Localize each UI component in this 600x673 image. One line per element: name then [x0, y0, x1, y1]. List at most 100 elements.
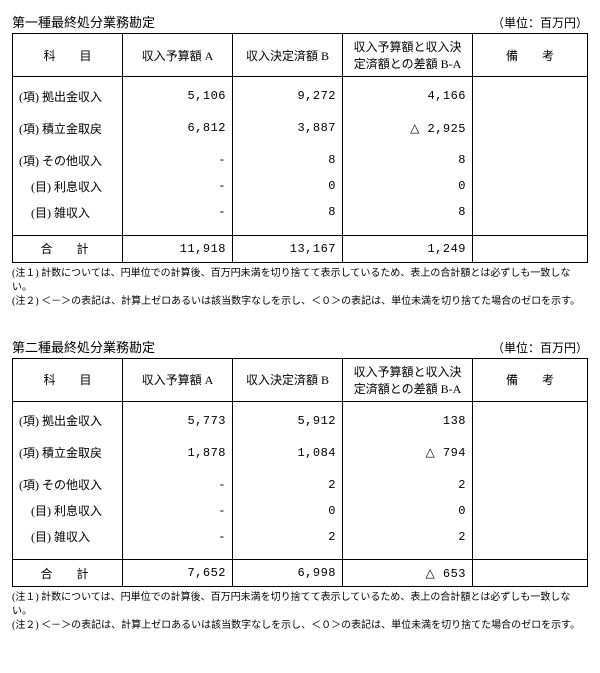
col-budget-a: 収入予算額 A [123, 34, 233, 77]
cell-a: 1,878 [123, 440, 233, 466]
cell-remarks [473, 115, 588, 141]
sum-label: 合計 [13, 235, 123, 262]
cell-a: 6,812 [123, 115, 233, 141]
cell-d: 8 [343, 199, 473, 225]
row-label: (項) 拠出金収入 [13, 408, 123, 434]
cell-remarks [473, 524, 588, 550]
row-label: (目) 雑収入 [13, 524, 123, 550]
table-row: (目) 利息収入 - 0 0 [13, 173, 588, 199]
cell-remarks [473, 199, 588, 225]
cell-remarks [473, 173, 588, 199]
table-row: (項) 積立金取戻 1,878 1,084 △ 794 [13, 440, 588, 466]
table-row: (目) 利息収入 - 0 0 [13, 498, 588, 524]
cell-b: 8 [233, 199, 343, 225]
sum-a: 7,652 [123, 560, 233, 587]
row-label: (項) その他収入 [13, 472, 123, 498]
cell-a: - [123, 173, 233, 199]
cell-a: - [123, 199, 233, 225]
cell-d: 2 [343, 472, 473, 498]
sum-label: 合計 [13, 560, 123, 587]
cell-b: 2 [233, 524, 343, 550]
cell-b: 2 [233, 472, 343, 498]
table-row: (項) 拠出金収入 5,773 5,912 138 [13, 408, 588, 434]
section-title: 第二種最終処分業務勘定 [12, 337, 155, 356]
cell-d: 8 [343, 147, 473, 173]
col-budget-a: 収入予算額 A [123, 358, 233, 401]
account-table: 科 目 収入予算額 A 収入決定済額 B 収入予算額と収入決定済額との差額 B-… [12, 33, 588, 263]
table-row: (目) 雑収入 - 8 8 [13, 199, 588, 225]
col-settled-b: 収入決定済額 B [233, 358, 343, 401]
sum-remarks [473, 560, 588, 587]
cell-d: 2 [343, 524, 473, 550]
cell-b: 8 [233, 147, 343, 173]
sum-b: 13,167 [233, 235, 343, 262]
cell-b: 9,272 [233, 83, 343, 109]
cell-remarks [473, 408, 588, 434]
title-row: 第二種最終処分業務勘定 （単位：百万円） [12, 337, 588, 356]
cell-d: 138 [343, 408, 473, 434]
col-remarks: 備 考 [473, 358, 588, 401]
cell-a: - [123, 147, 233, 173]
row-label: (項) 積立金取戻 [13, 115, 123, 141]
row-label: (目) 利息収入 [13, 173, 123, 199]
cell-remarks [473, 83, 588, 109]
cell-a: - [123, 498, 233, 524]
cell-b: 1,084 [233, 440, 343, 466]
sum-row: 合計 7,652 6,998 △ 653 [13, 560, 588, 587]
col-diff: 収入予算額と収入決定済額との差額 B-A [343, 34, 473, 77]
cell-b: 3,887 [233, 115, 343, 141]
col-item: 科 目 [13, 34, 123, 77]
account-table: 科 目 収入予算額 A 収入決定済額 B 収入予算額と収入決定済額との差額 B-… [12, 358, 588, 588]
unit-label: （単位：百万円） [492, 14, 588, 31]
table-row: (目) 雑収入 - 2 2 [13, 524, 588, 550]
row-label: (項) その他収入 [13, 147, 123, 173]
section-title: 第一種最終処分業務勘定 [12, 12, 155, 31]
title-row: 第一種最終処分業務勘定 （単位：百万円） [12, 12, 588, 31]
note-2: (注２) ＜－＞の表記は、計算上ゼロあるいは該当数字なしを示し、＜０＞の表記は、… [12, 295, 588, 309]
row-label: (目) 雑収入 [13, 199, 123, 225]
cell-d: 0 [343, 173, 473, 199]
cell-d: 4,166 [343, 83, 473, 109]
table-row: (項) その他収入 - 8 8 [13, 147, 588, 173]
header-row: 科 目 収入予算額 A 収入決定済額 B 収入予算額と収入決定済額との差額 B-… [13, 34, 588, 77]
cell-a: - [123, 524, 233, 550]
col-diff: 収入予算額と収入決定済額との差額 B-A [343, 358, 473, 401]
sum-d: △ 653 [343, 560, 473, 587]
cell-a: - [123, 472, 233, 498]
note-1: (注１) 計数については、円単位での計算後、百万円未満を切り捨てて表示しているた… [12, 591, 588, 619]
col-settled-b: 収入決定済額 B [233, 34, 343, 77]
cell-b: 0 [233, 173, 343, 199]
cell-a: 5,106 [123, 83, 233, 109]
col-item: 科 目 [13, 358, 123, 401]
notes: (注１) 計数については、円単位での計算後、百万円未満を切り捨てて表示しているた… [12, 267, 588, 309]
row-label: (項) 積立金取戻 [13, 440, 123, 466]
header-row: 科 目 収入予算額 A 収入決定済額 B 収入予算額と収入決定済額との差額 B-… [13, 358, 588, 401]
cell-remarks [473, 147, 588, 173]
account-section-0: 第一種最終処分業務勘定 （単位：百万円） 科 目 収入予算額 A 収入決定済額 … [12, 12, 588, 309]
sum-d: 1,249 [343, 235, 473, 262]
note-1: (注１) 計数については、円単位での計算後、百万円未満を切り捨てて表示しているた… [12, 267, 588, 295]
cell-remarks [473, 472, 588, 498]
row-label: (目) 利息収入 [13, 498, 123, 524]
cell-d: △ 2,925 [343, 115, 473, 141]
cell-remarks [473, 440, 588, 466]
sum-remarks [473, 235, 588, 262]
notes: (注１) 計数については、円単位での計算後、百万円未満を切り捨てて表示しているた… [12, 591, 588, 633]
col-remarks: 備 考 [473, 34, 588, 77]
table-row: (項) 拠出金収入 5,106 9,272 4,166 [13, 83, 588, 109]
sum-a: 11,918 [123, 235, 233, 262]
cell-a: 5,773 [123, 408, 233, 434]
sum-b: 6,998 [233, 560, 343, 587]
cell-d: 0 [343, 498, 473, 524]
cell-remarks [473, 498, 588, 524]
table-row: (項) 積立金取戻 6,812 3,887 △ 2,925 [13, 115, 588, 141]
cell-b: 5,912 [233, 408, 343, 434]
row-label: (項) 拠出金収入 [13, 83, 123, 109]
note-2: (注２) ＜－＞の表記は、計算上ゼロあるいは該当数字なしを示し、＜０＞の表記は、… [12, 619, 588, 633]
table-row: (項) その他収入 - 2 2 [13, 472, 588, 498]
cell-d: △ 794 [343, 440, 473, 466]
account-section-1: 第二種最終処分業務勘定 （単位：百万円） 科 目 収入予算額 A 収入決定済額 … [12, 337, 588, 634]
sum-row: 合計 11,918 13,167 1,249 [13, 235, 588, 262]
cell-b: 0 [233, 498, 343, 524]
unit-label: （単位：百万円） [492, 339, 588, 356]
